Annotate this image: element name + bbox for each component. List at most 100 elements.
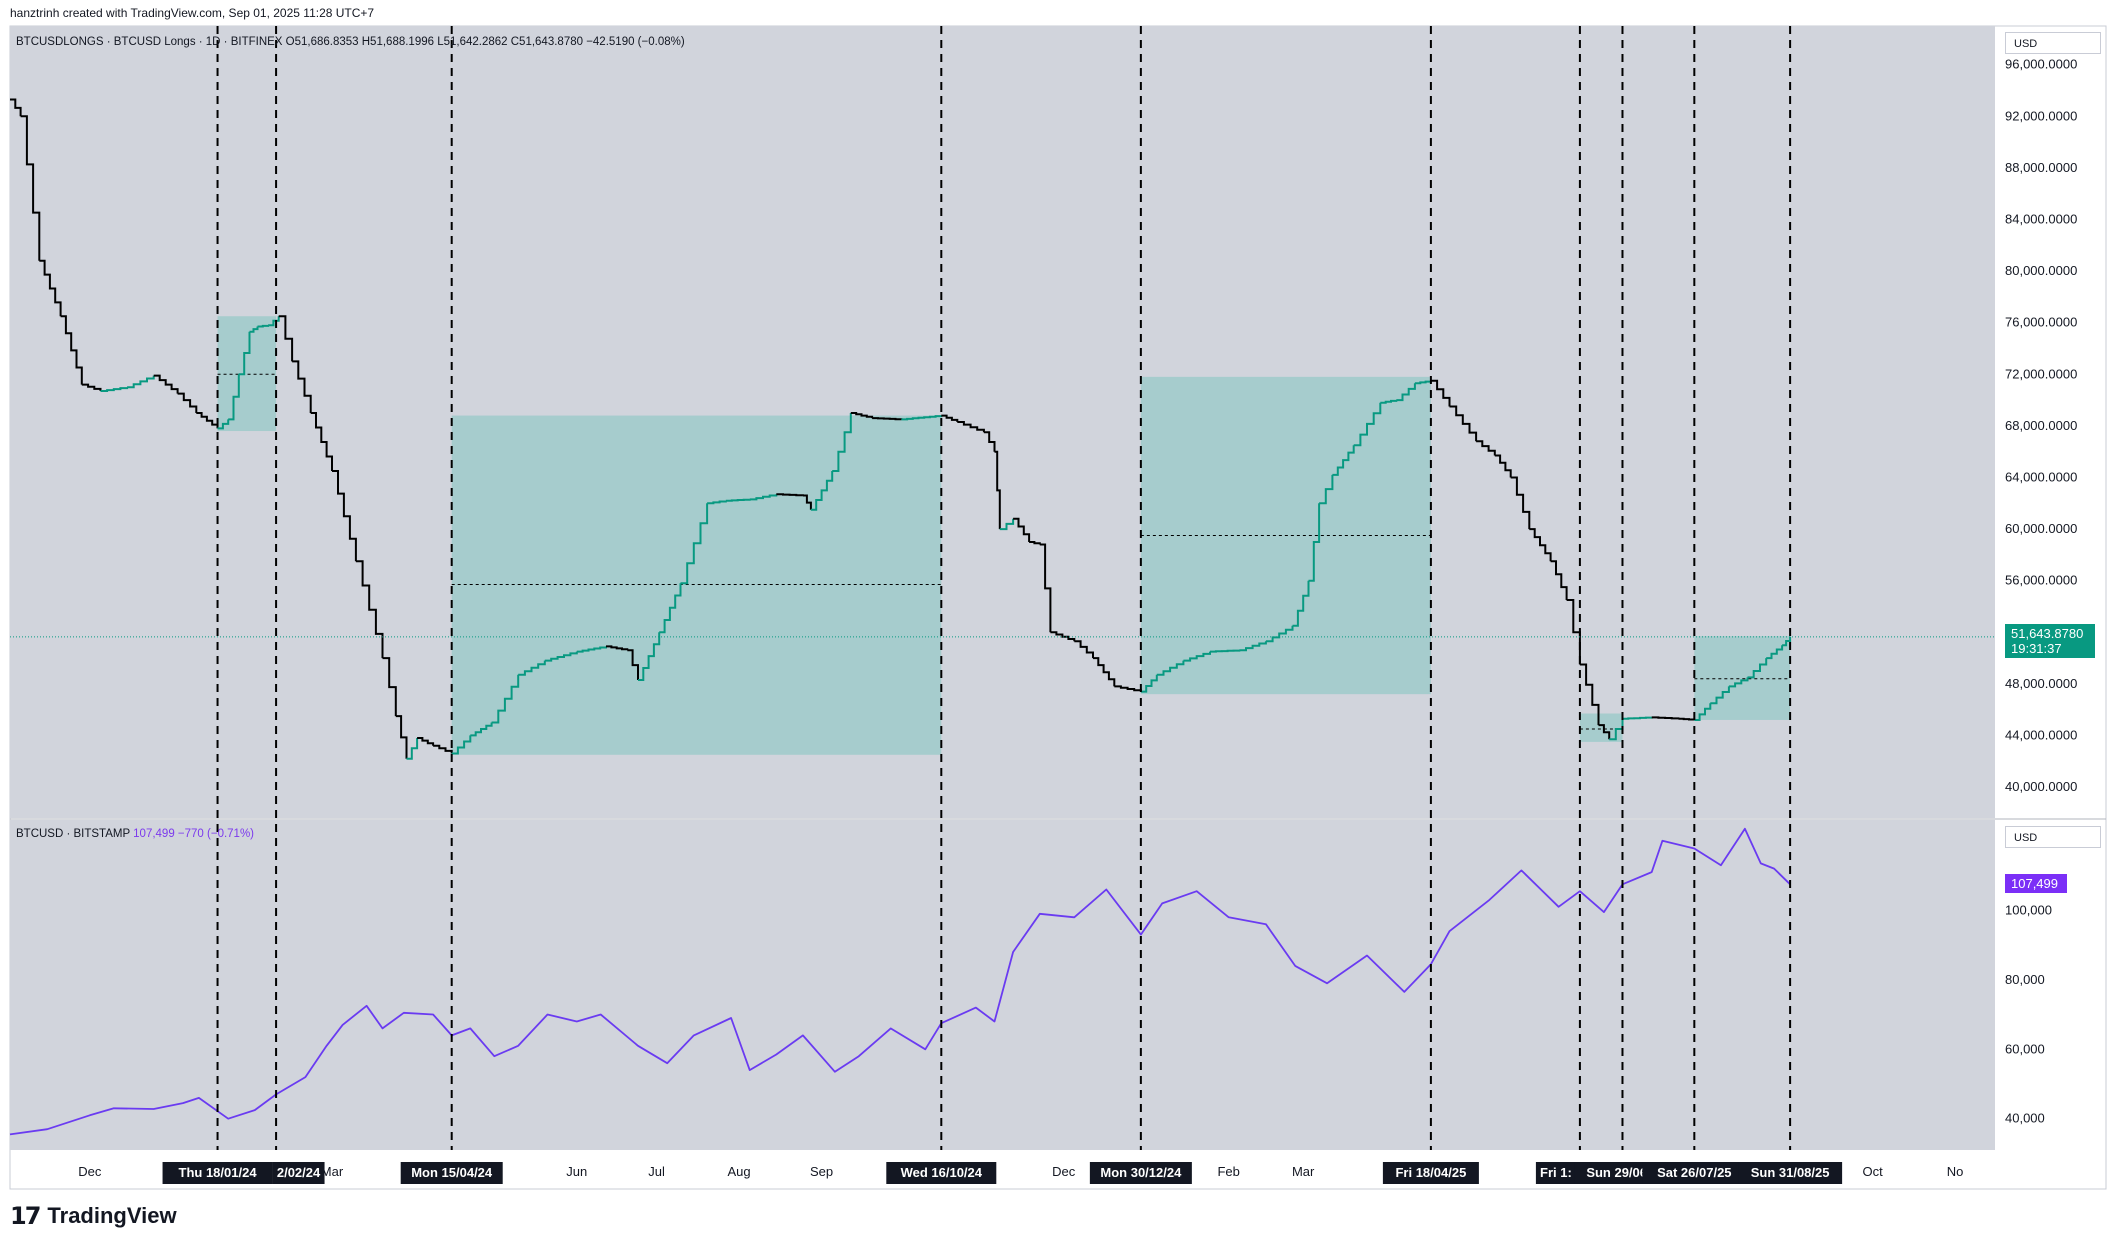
xaxis-month-label-11: No [1947,1164,1964,1179]
longs-segment-7 [127,375,155,389]
longs-segment-77 [1494,454,1512,478]
tradingview-logo[interactable]: 17 TradingView [10,1200,177,1232]
longs-segment-50 [983,431,996,452]
xaxis-month-label-10: Oct [1862,1164,1883,1179]
bottom-pane-bg [10,820,1995,1150]
xaxis-month-label-5: Aug [728,1164,751,1179]
longs-segment-34 [627,649,639,680]
longs-segment-78 [1510,476,1531,530]
xaxis-date-box-9 [1642,1162,1747,1184]
xaxis-month-label-2: Mar [321,1164,344,1179]
bottom-currency-button[interactable]: USD [2005,826,2101,848]
longs-segment-75 [1449,405,1478,442]
longs-segment-62 [1183,651,1211,662]
longs-segment-17 [278,315,294,362]
longs-segment-24 [406,738,419,760]
top-last-price: 51,643.8780 [2011,625,2084,641]
longs-segment-48 [941,414,959,422]
longs-segment-58 [1093,657,1116,687]
longs-segment-64 [1239,641,1267,652]
longs-segment-32 [576,646,607,653]
longs-segment-12 [228,374,240,421]
top-yaxis-tick-1: 96,000.0000 [2005,57,2077,72]
top-yaxis-tick-11: 56,000.0000 [2005,573,2077,588]
longs-segment-65 [1265,625,1294,643]
longs-segment-8 [153,374,179,394]
longs-segment-51 [994,450,1001,530]
xaxis-month-label-1: Dec [78,1164,102,1179]
longs-segment-3 [39,259,62,317]
xaxis-month-label-8: Feb [1217,1164,1239,1179]
longs-segment-14 [249,326,259,333]
bottom-pane-legend: BTCUSD · BITSTAMP 107,499 −770 (−0.71%) [16,828,254,840]
bottom-legend-values: 107,499 −770 (−0.71%) [133,828,255,840]
top-pane-bg [10,26,1995,818]
longs-segment-30 [518,660,546,676]
longs-segment-49 [957,421,985,433]
top-yaxis-tick-8: 68,000.0000 [2005,418,2077,433]
top-yaxis-tick-4: 84,000.0000 [2005,211,2077,226]
longs-segment-19 [310,412,333,471]
longs-segment-4 [60,315,83,385]
longs-segment-67 [1308,503,1321,582]
xaxis-date-box-3 [400,1162,503,1184]
longs-segment-1 [10,98,22,117]
zone-box-5[interactable] [1694,636,1791,720]
tradingview-logo-text: TradingView [47,1203,177,1228]
longs-segment-31 [544,651,578,662]
top-pane-legend: BTCUSDLONGS · BTCUSD Longs · 1D · BITFIN… [16,36,685,48]
top-currency-button[interactable]: USD [2005,32,2101,54]
bottom-yaxis-tick-4: 60,000 [2005,1041,2045,1056]
longs-segment-93 [1782,636,1792,647]
longs-segment-18 [292,360,312,413]
xaxis-date-box-6 [1382,1162,1479,1184]
xaxis-date-label-9: Sat 26/07/25 [1657,1165,1731,1180]
xaxis-date-box-10 [1738,1162,1843,1184]
longs-segment-85 [1622,716,1653,720]
longs-segment-69 [1332,445,1355,476]
longs-segment-46 [872,417,903,421]
longs-segment-89 [1710,686,1730,705]
longs-segment-55 [1039,543,1052,633]
bottom-yaxis-tick-3: 80,000 [2005,972,2045,987]
top-last-price-tag: 51,643.8780 19:31:37 [2005,623,2095,658]
zone-box-2[interactable] [451,415,942,755]
bottom-last-price-tag: 107,499 [2005,874,2067,894]
top-yaxis-tick-5: 80,000.0000 [2005,263,2077,278]
xaxis-date-box-2 [272,1162,325,1184]
longs-segment-52 [999,518,1015,531]
top-yaxis-tick-6: 76,000.0000 [2005,315,2077,330]
xaxis-date-label-1: Thu 18/01/24 [179,1165,258,1180]
xaxis-date-label-7: Fri 1: [1540,1165,1572,1180]
top-yaxis-tick-3: 88,000.0000 [2005,160,2077,175]
xaxis-date-box-4 [886,1162,997,1184]
top-yaxis-tick-15: 40,000.0000 [2005,779,2077,794]
longs-segment-43 [810,471,834,511]
bottom-series-layer [9,827,1791,1136]
longs-segment-13 [238,331,251,376]
longs-segment-2 [20,115,41,261]
longs-segment-35 [638,632,661,681]
bottom-yaxis-tick-5: 40,000 [2005,1111,2045,1126]
xaxis-date-label-2: 2/02/24 [277,1165,321,1180]
longs-segment-22 [382,657,397,717]
xaxis-date-box-1 [162,1162,273,1184]
longs-segment-37 [680,503,709,585]
longs-segment-60 [1140,674,1158,693]
longs-segment-26 [433,744,453,754]
longs-segment-53 [1013,517,1031,542]
longs-segment-27 [451,735,472,755]
top-yaxis-tick-2: 92,000.0000 [2005,108,2077,123]
longs-segment-6 [100,387,129,392]
longs-segment-40 [749,494,778,501]
longs-segment-25 [417,737,435,746]
vlines-layer [216,26,1792,1150]
xaxis-date-label-8: Sun 29/06, [1586,1165,1650,1180]
zone-box-1[interactable] [217,316,277,432]
top-yaxis-tick-14: 44,000.0000 [2005,727,2077,742]
longs-segment-44 [832,413,852,472]
longs-segment-47 [901,415,943,421]
btc-price-line[interactable] [9,827,1791,1136]
longs-segment-66 [1292,580,1310,627]
